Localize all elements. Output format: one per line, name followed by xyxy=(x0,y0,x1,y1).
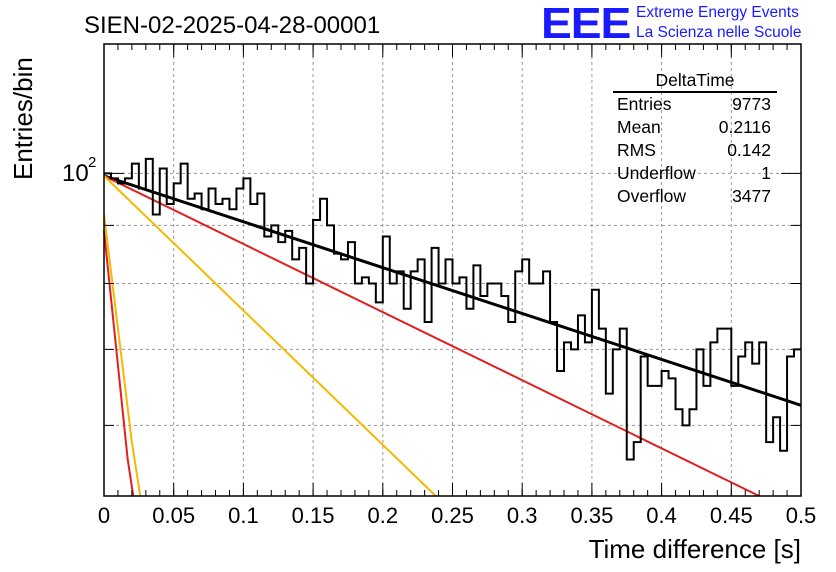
eee-line-2: La Scienza nelle Scuole xyxy=(636,24,802,41)
y-axis-label: Entries/bin xyxy=(8,57,38,180)
x-tick-label: 0.4 xyxy=(646,503,677,528)
curve-orange-fast xyxy=(103,214,142,497)
stats-value: 0.2116 xyxy=(718,117,771,137)
stats-value: 9773 xyxy=(732,94,771,114)
x-tick-label: 0.15 xyxy=(292,503,335,528)
curve-red-slow xyxy=(103,174,760,497)
chart-title: SIEN-02-2025-04-28-00001 xyxy=(84,12,380,39)
stats-label: Overflow xyxy=(617,186,687,206)
histogram-steps xyxy=(104,157,801,461)
stats-value: 0.142 xyxy=(727,140,771,160)
stats-label: Underflow xyxy=(617,163,696,183)
y-tick-label: 10 2 xyxy=(62,154,96,187)
x-tick-labels: 0 0.05 0.1 0.15 0.2 0.25 0.3 0.35 0.4 0.45 0.5 xyxy=(98,503,816,528)
x-axis-label: Time difference [s] xyxy=(589,534,801,564)
histogram xyxy=(104,157,801,461)
y-tick-base: 10 xyxy=(62,160,89,187)
stats-label: RMS xyxy=(617,140,656,160)
stats-row-entries: Entries 9773 xyxy=(611,93,777,116)
x-tick-label: 0.45 xyxy=(710,503,753,528)
fit-curves xyxy=(103,174,802,497)
eee-line-1: Extreme Energy Events xyxy=(636,4,799,21)
axis-ticks xyxy=(103,44,802,496)
x-tick-label: 0.35 xyxy=(570,503,613,528)
x-tick-label: 0.5 xyxy=(786,503,817,528)
stats-label: Entries xyxy=(617,94,672,114)
stats-row-overflow: Overflow 3477 xyxy=(611,185,777,208)
stats-box: DeltaTime Entries 9773 Mean 0.2116 RMS 0.142 U… xyxy=(611,70,777,208)
x-tick-label: 0.3 xyxy=(507,503,538,528)
curve-orange-mid xyxy=(103,175,437,497)
eee-logo-text: Extreme Energy Events La Scienza nelle S… xyxy=(636,3,801,43)
eee-logo-mark: EEE xyxy=(541,0,631,48)
stats-rows: Entries 9773 Mean 0.2116 RMS 0.142 Underflow 1 O… xyxy=(611,93,777,208)
x-tick-label: 0.1 xyxy=(228,503,259,528)
stats-row-mean: Mean 0.2116 xyxy=(611,116,777,139)
stats-value: 1 xyxy=(761,163,771,183)
x-tick-label: 0 xyxy=(98,503,110,528)
curve-red-fast xyxy=(103,230,135,497)
stats-row-underflow: Underflow 1 xyxy=(611,162,777,185)
curve-fit-black xyxy=(103,174,802,407)
x-tick-label: 0.25 xyxy=(431,503,474,528)
stats-title: DeltaTime xyxy=(613,70,777,93)
x-tick-label: 0.05 xyxy=(152,503,195,528)
stats-value: 3477 xyxy=(732,186,771,206)
stats-label: Mean xyxy=(617,117,661,137)
y-tick-exponent: 2 xyxy=(88,154,96,171)
stats-row-rms: RMS 0.142 xyxy=(611,139,777,162)
x-tick-label: 0.2 xyxy=(368,503,399,528)
